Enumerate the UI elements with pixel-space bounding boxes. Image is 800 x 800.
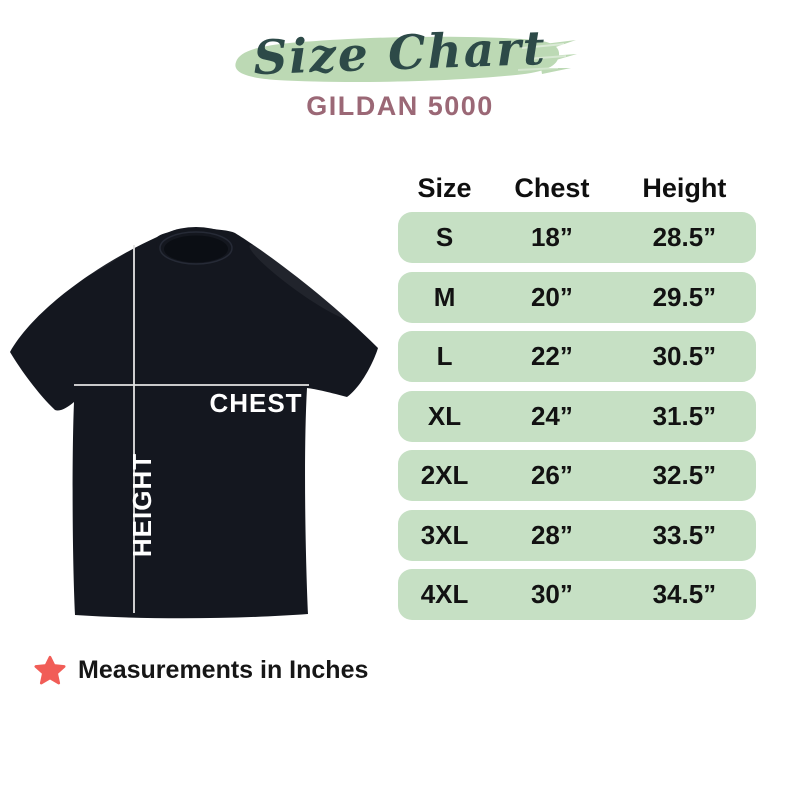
product-name: GILDAN 5000 — [306, 91, 494, 121]
size-row-m: M 20” 29.5” — [398, 271, 756, 323]
size-cell: XL — [427, 400, 462, 431]
column-header-height: Height — [642, 172, 727, 203]
footer-note-text: Measurements in Inches — [78, 655, 369, 684]
tshirt-figure: CHEST HEIGHT — [10, 227, 378, 619]
size-cell: M — [433, 281, 456, 312]
chest-cell: 22” — [530, 341, 573, 371]
brush-texture — [518, 67, 558, 71]
size-cell: 3XL — [420, 519, 469, 550]
brush-stroke — [235, 36, 577, 83]
size-row-3xl: 3XL 28” 33.5” — [398, 509, 756, 561]
star-icon — [34, 655, 66, 685]
table-header-row: Size Chest Height — [398, 168, 756, 208]
size-row-2xl: 2XL 26” 32.5” — [398, 450, 756, 501]
height-cell: 31.5” — [652, 400, 717, 431]
size-row-l: L 22” 30.5” — [398, 331, 756, 382]
brush-stroke-shape — [235, 36, 560, 83]
size-row-xl: XL 24” 31.5” — [398, 390, 756, 442]
chest-cell: 28” — [530, 519, 573, 550]
shoulder-highlight — [249, 244, 351, 320]
height-cell: 33.5” — [652, 519, 717, 550]
size-table: Size Chest Height S 18” 28.5” M 20” 29.5” L 22” 30… — [398, 168, 756, 629]
footer-note: Measurements in Inches — [34, 646, 368, 694]
height-cell: 30.5” — [652, 341, 717, 371]
size-cell: 4XL — [420, 579, 469, 609]
column-header-size: Size — [417, 172, 472, 203]
table-rows: S 18” 28.5” M 20” 29.5” L 22” 30.5” XL 24” 31.5” 2XL… — [398, 212, 756, 620]
tshirt-body — [10, 228, 378, 619]
size-cell: 2XL — [420, 460, 469, 490]
height-label: HEIGHT — [127, 453, 157, 557]
height-cell: 34.5” — [652, 579, 717, 609]
tshirt-collar-seam — [159, 231, 233, 265]
brush-texture — [522, 43, 564, 49]
chest-cell: 24” — [530, 400, 573, 431]
chest-cell: 30” — [530, 579, 573, 609]
chest-cell: 26” — [530, 460, 573, 490]
size-row-4xl: 4XL 30” 34.5” — [398, 569, 756, 620]
size-chart-title: Size Chart — [252, 20, 548, 87]
star-shape — [34, 655, 66, 685]
size-row-s: S 18” 28.5” — [398, 212, 756, 263]
height-cell: 29.5” — [652, 281, 717, 312]
brush-streak — [541, 68, 571, 74]
chest-cell: 18” — [530, 222, 573, 252]
size-cell: S — [435, 222, 454, 252]
brush-texture — [526, 55, 566, 60]
size-cell: L — [436, 341, 453, 371]
height-cell: 32.5” — [652, 460, 717, 490]
brush-streak — [548, 54, 577, 62]
column-header-chest: Chest — [514, 172, 590, 203]
chest-cell: 20” — [530, 281, 573, 312]
chest-label: CHEST — [209, 388, 302, 418]
brush-streak — [544, 40, 576, 50]
shoulder-highlight — [47, 233, 143, 291]
tshirt-collar-opening — [164, 235, 228, 263]
height-cell: 28.5” — [652, 222, 717, 252]
